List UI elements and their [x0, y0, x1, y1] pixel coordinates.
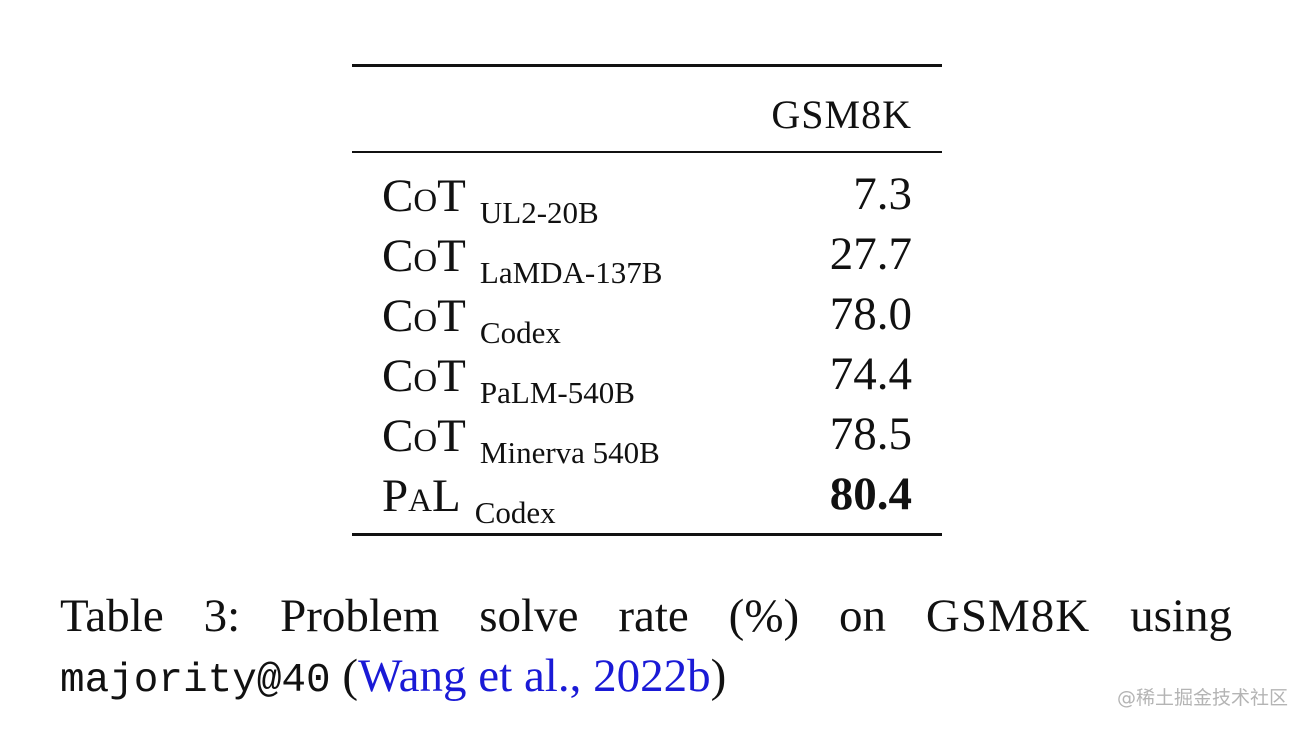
table-body: CoT UL2-20B 7.3 CoT LaMDA-137B 27.7 CoT Cod…	[352, 153, 942, 533]
model-name: UL2-20B	[479, 195, 599, 230]
results-table: GSM8K CoT UL2-20B 7.3 CoT LaMDA-137B 27.7 …	[352, 64, 942, 536]
caption-dataset: GSM8K	[925, 590, 1091, 642]
method-cell: PaL Codex	[382, 469, 556, 530]
model-name: LaMDA-137B	[479, 255, 663, 290]
score-cell: 78.5	[829, 408, 912, 460]
score-cell: 27.7	[829, 228, 912, 280]
caption-code: majority@40	[60, 658, 331, 704]
caption-word: 3:	[203, 590, 241, 642]
top-rule	[352, 64, 942, 67]
caption-word: using	[1130, 590, 1232, 642]
model-name: Codex	[474, 495, 556, 530]
method-name: CoT	[382, 170, 466, 222]
caption-word: solve	[479, 590, 579, 642]
caption-word: Problem	[280, 590, 440, 642]
table-header-row: GSM8K	[352, 67, 942, 151]
watermark: @稀土掘金技术社区	[1116, 687, 1288, 709]
method-cell: CoT UL2-20B	[382, 169, 599, 230]
method-name: PaL	[382, 470, 461, 522]
caption-line-2: majority@40 (Wang et al., 2022b)	[60, 646, 1232, 711]
method-name: CoT	[382, 230, 466, 282]
citation-link[interactable]: Wang et al., 2022b	[358, 650, 711, 702]
model-name: PaLM-540B	[479, 375, 635, 410]
method-cell: CoT Minerva 540B	[382, 409, 660, 470]
caption-word: Table	[60, 590, 164, 642]
method-name: CoT	[382, 350, 466, 402]
table-row: CoT LaMDA-137B 27.7	[352, 227, 942, 290]
caption-word: on	[839, 590, 887, 642]
method-cell: CoT Codex	[382, 289, 561, 350]
caption-word: rate	[618, 590, 689, 642]
model-name: Minerva 540B	[479, 435, 660, 470]
score-cell: 7.3	[853, 168, 912, 220]
method-cell: CoT PaLM-540B	[382, 349, 635, 410]
score-cell-best: 80.4	[829, 468, 912, 520]
caption-paren-open: (	[342, 650, 359, 702]
table-row: CoT PaLM-540B 74.4	[352, 347, 942, 410]
caption-word: (%)	[728, 590, 800, 642]
table-row: CoT UL2-20B 7.3	[352, 167, 942, 230]
caption-line-1: Table 3: Problem solve rate (%) on GSM8K…	[60, 586, 1232, 646]
table-row: PaL Codex 80.4	[352, 467, 942, 530]
method-name: CoT	[382, 410, 466, 462]
method-name: CoT	[382, 290, 466, 342]
column-header-gsm8k: GSM8K	[771, 92, 912, 137]
caption-paren-close: )	[710, 650, 727, 702]
table-row: CoT Minerva 540B 78.5	[352, 407, 942, 470]
bottom-rule	[352, 533, 942, 536]
table-row: CoT Codex 78.0	[352, 287, 942, 350]
score-cell: 78.0	[829, 288, 912, 340]
score-cell: 74.4	[829, 348, 912, 400]
model-name: Codex	[479, 315, 561, 350]
method-cell: CoT LaMDA-137B	[382, 229, 662, 290]
table-caption: Table 3: Problem solve rate (%) on GSM8K…	[60, 586, 1232, 711]
header-rule	[352, 151, 942, 153]
